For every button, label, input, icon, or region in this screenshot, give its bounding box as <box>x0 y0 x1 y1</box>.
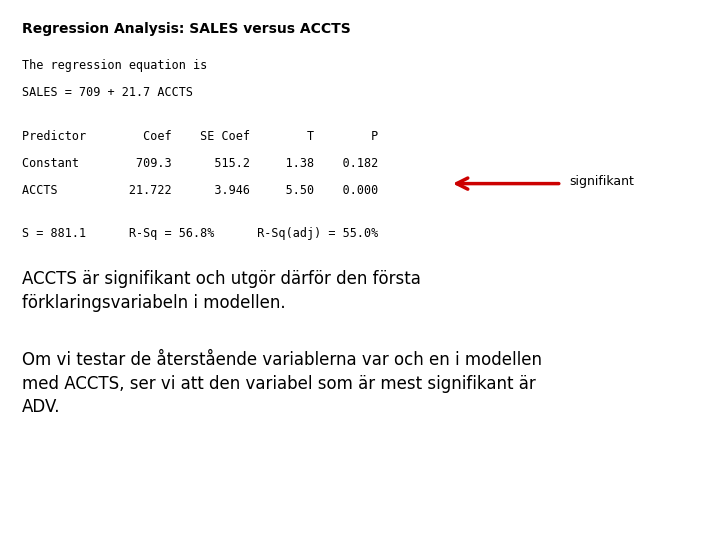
Text: Regression Analysis: SALES versus ACCTS: Regression Analysis: SALES versus ACCTS <box>22 22 351 36</box>
Text: ACCTS          21.722      3.946     5.50    0.000: ACCTS 21.722 3.946 5.50 0.000 <box>22 184 378 197</box>
Text: SALES = 709 + 21.7 ACCTS: SALES = 709 + 21.7 ACCTS <box>22 86 193 99</box>
Text: Constant        709.3      515.2     1.38    0.182: Constant 709.3 515.2 1.38 0.182 <box>22 157 378 170</box>
Text: ACCTS är signifikant och utgör därför den första
förklaringsvariabeln i modellen: ACCTS är signifikant och utgör därför de… <box>22 270 420 312</box>
Text: The regression equation is: The regression equation is <box>22 59 207 72</box>
Text: Om vi testar de återstående variablerna var och en i modellen
med ACCTS, ser vi : Om vi testar de återstående variablerna … <box>22 351 541 416</box>
Text: signifikant: signifikant <box>569 176 634 188</box>
Text: Predictor        Coef    SE Coef        T        P: Predictor Coef SE Coef T P <box>22 130 378 143</box>
Text: S = 881.1      R-Sq = 56.8%      R-Sq(adj) = 55.0%: S = 881.1 R-Sq = 56.8% R-Sq(adj) = 55.0% <box>22 227 378 240</box>
